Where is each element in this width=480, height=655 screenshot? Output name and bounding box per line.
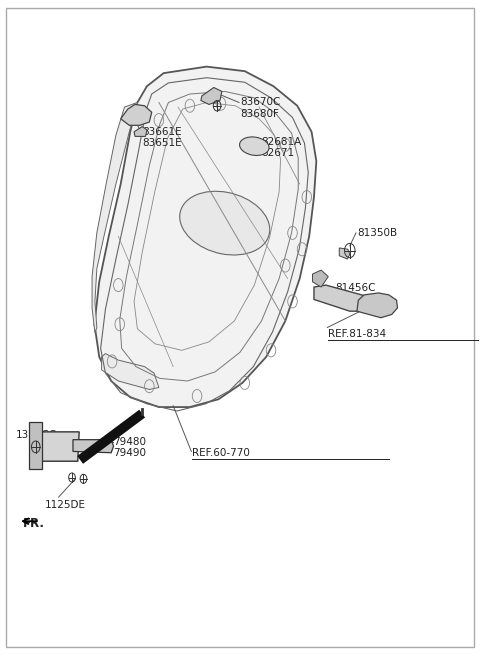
Text: 83651E: 83651E: [142, 138, 182, 148]
Polygon shape: [120, 104, 152, 125]
Polygon shape: [201, 88, 222, 104]
Polygon shape: [357, 293, 397, 318]
Text: REF.60-770: REF.60-770: [192, 448, 250, 458]
Text: 81350B: 81350B: [357, 228, 397, 238]
Text: 1339CC: 1339CC: [16, 430, 57, 440]
Polygon shape: [134, 126, 147, 136]
Polygon shape: [312, 270, 328, 287]
Polygon shape: [92, 102, 137, 333]
Text: 83670C: 83670C: [240, 98, 280, 107]
Ellipse shape: [240, 137, 269, 155]
Polygon shape: [36, 432, 79, 461]
Text: 81456C: 81456C: [336, 284, 376, 293]
Text: 82671: 82671: [262, 148, 295, 158]
Polygon shape: [29, 422, 42, 469]
Text: FR.: FR.: [23, 517, 45, 530]
Polygon shape: [95, 67, 316, 407]
Text: 82681A: 82681A: [262, 137, 302, 147]
Text: 1125DE: 1125DE: [44, 500, 85, 510]
Text: 83680F: 83680F: [240, 109, 279, 119]
Polygon shape: [102, 354, 159, 390]
Text: 79480: 79480: [114, 437, 146, 447]
Text: REF.81-834: REF.81-834: [328, 329, 386, 339]
Polygon shape: [339, 248, 350, 259]
Polygon shape: [314, 285, 373, 311]
Text: 79490: 79490: [114, 448, 146, 458]
Ellipse shape: [180, 191, 270, 255]
Text: 83661E: 83661E: [142, 127, 182, 137]
Polygon shape: [73, 440, 114, 453]
